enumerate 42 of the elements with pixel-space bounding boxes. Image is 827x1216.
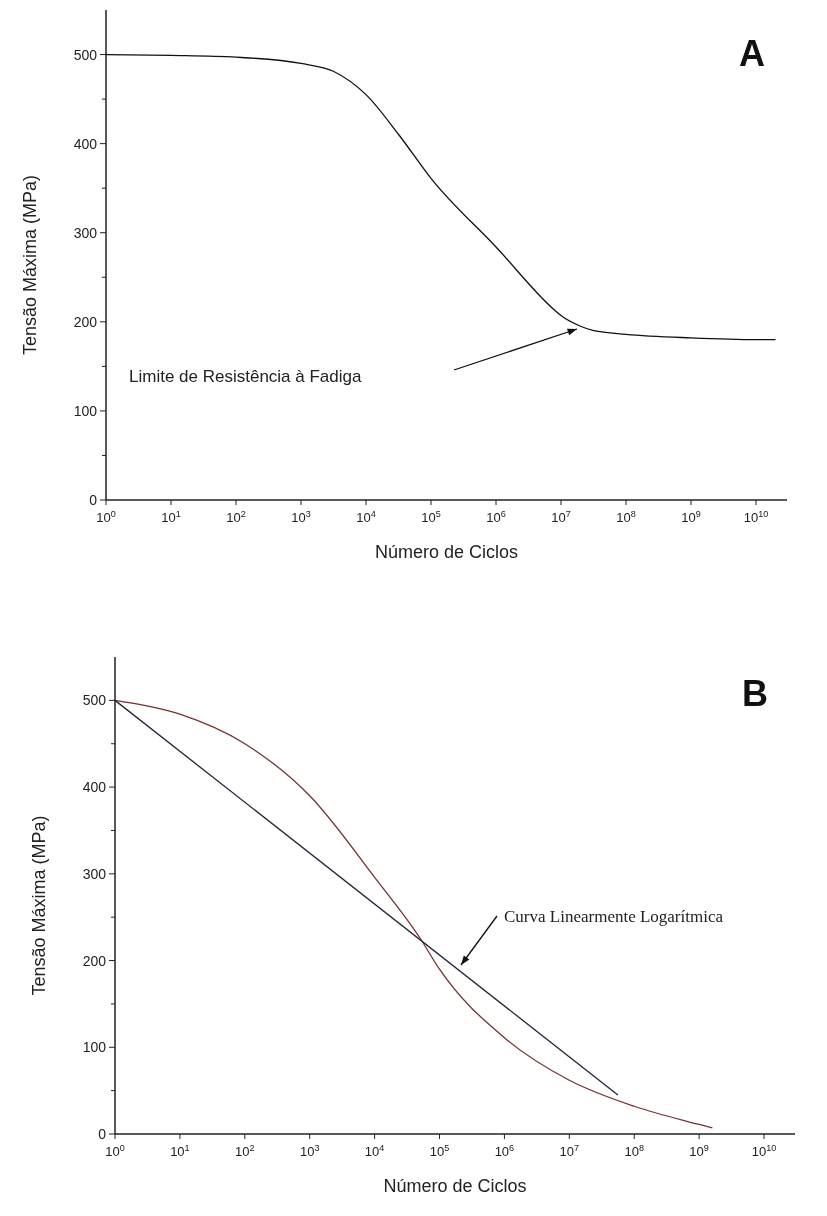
y-tick-label: 0 — [98, 1126, 107, 1142]
x-tick-label: 10$^{9}$ — [681, 509, 701, 525]
x-tick-label: 10$^{2}$ — [226, 509, 246, 525]
x-tick-label: 10$^{5}$ — [421, 509, 441, 525]
y-tick-label: 100 — [73, 402, 98, 419]
y-tick-label: 200 — [73, 313, 98, 330]
y-tick-label: 300 — [73, 224, 98, 241]
x-tick-label: 10$^{5}$ — [429, 1143, 450, 1159]
x-tick-label: 10$^{3}$ — [299, 1143, 320, 1159]
x-tick-label: 10$^{0}$ — [96, 509, 116, 525]
x-tick-label: 10$^{7}$ — [551, 509, 571, 525]
y-axis-title: Tensão Máxima (MPa) — [20, 174, 40, 356]
y-tick-label: 0 — [89, 492, 98, 508]
x-tick-label: 10$^{4}$ — [356, 509, 376, 525]
y-tick-label: 200 — [82, 952, 107, 969]
y-axis-title: Tensão Máxima (MPa) — [29, 815, 49, 996]
x-tick-label: 10$^{4}$ — [364, 1143, 385, 1159]
x-tick-label: 10$^{10}$ — [743, 509, 769, 525]
annotation: Limite de Resistência à Fadiga — [129, 367, 362, 386]
annotation: A — [739, 33, 765, 74]
y-tick-label: 500 — [82, 692, 107, 709]
y-tick-label: 300 — [82, 865, 107, 882]
y-tick-label: 500 — [73, 46, 98, 63]
x-tick-label: 10$^{7}$ — [559, 1143, 580, 1159]
y-tick-label: 400 — [73, 135, 98, 152]
x-tick-label: 10$^{2}$ — [235, 1143, 255, 1159]
x-tick-label: 10$^{9}$ — [689, 1143, 709, 1159]
x-axis-title: Número de Ciclos — [374, 542, 519, 562]
y-tick-label: 100 — [82, 1039, 107, 1056]
x-tick-label: 10$^{3}$ — [291, 509, 311, 525]
x-tick-label: 10$^{10}$ — [751, 1143, 777, 1159]
annotation: Curva Linearmente Logarítmica — [504, 907, 724, 926]
annotation: B — [742, 673, 768, 714]
x-tick-label: 10$^{0}$ — [105, 1143, 125, 1159]
x-tick-label: 10$^{1}$ — [161, 509, 181, 525]
x-tick-label: 10$^{6}$ — [486, 509, 506, 525]
y-tick-label: 400 — [82, 779, 107, 796]
x-tick-label: 10$^{1}$ — [170, 1143, 190, 1159]
x-tick-label: 10$^{8}$ — [616, 509, 636, 525]
x-axis-title: Número de Ciclos — [383, 1176, 527, 1196]
x-tick-label: 10$^{6}$ — [494, 1143, 515, 1159]
x-tick-label: 10$^{8}$ — [624, 1143, 644, 1159]
